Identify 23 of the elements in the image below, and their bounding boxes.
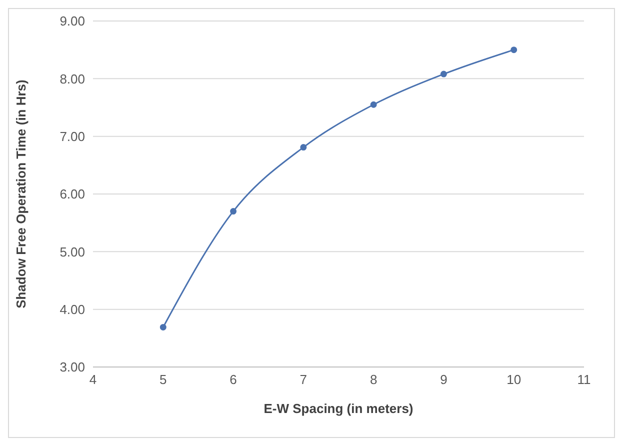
x-tick-label: 8: [370, 372, 378, 388]
point: [440, 70, 447, 78]
point: [510, 46, 518, 54]
x-tick-label: 5: [160, 372, 167, 388]
y-tick-label: 3.00: [60, 360, 85, 375]
y-tick-label: 6.00: [60, 186, 85, 202]
x-tick-label: 9: [440, 372, 448, 388]
x-axis-title: E-W Spacing (in meters): [264, 401, 414, 416]
x-tick-label: 4: [89, 372, 97, 388]
x-tick-label: 11: [577, 372, 591, 388]
point: [230, 208, 237, 215]
point: [370, 101, 377, 108]
point: [300, 144, 307, 151]
y-tick-label: 4.00: [60, 302, 85, 317]
x-tick-label: 10: [506, 372, 522, 388]
y-tick-label: 5.00: [60, 244, 85, 260]
x-tick-label: 7: [300, 372, 308, 388]
x-tick-label: 6: [230, 372, 237, 388]
y-tick-label: 8.00: [60, 71, 85, 86]
y-axis-title: Shadow Free Operation Time (in Hrs): [14, 80, 29, 308]
y-tick-label: 9.00: [60, 14, 85, 29]
point: [160, 324, 166, 330]
y-tick-label: 7.00: [60, 128, 85, 144]
